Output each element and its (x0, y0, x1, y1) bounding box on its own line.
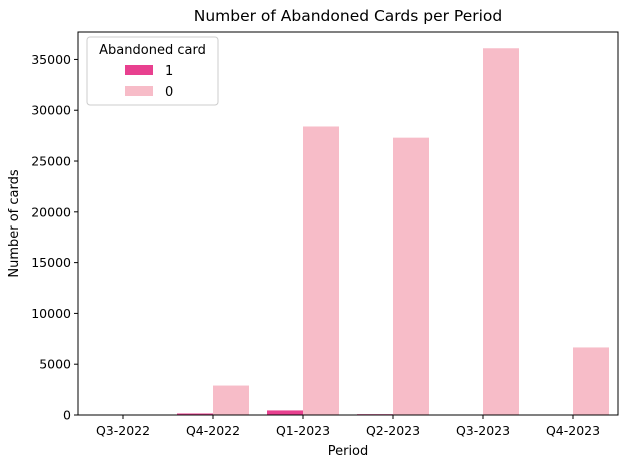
bar-Q1-2023-series-0 (303, 126, 339, 415)
y-axis-label: Number of cards (7, 169, 22, 277)
bar-Q4-2022-series-1 (177, 413, 213, 415)
y-tick-label: 0 (63, 408, 71, 423)
y-tick-label: 35000 (31, 52, 71, 67)
x-tick-label: Q4-2023 (546, 423, 600, 438)
y-tick-label: 20000 (31, 204, 71, 219)
chart-title: Number of Abandoned Cards per Period (194, 7, 503, 25)
x-tick-label: Q3-2022 (96, 423, 150, 438)
bars-group (177, 48, 609, 416)
y-tick-label: 10000 (31, 306, 71, 321)
bar-Q2-2023-series-0 (393, 137, 429, 416)
axes-group (77, 31, 619, 416)
y-tick-label: 5000 (39, 357, 71, 372)
legend-title: Abandoned card (99, 43, 206, 58)
legend-label-0: 0 (165, 85, 173, 100)
plot-frame (77, 31, 619, 416)
x-tick-label: Q3-2023 (456, 423, 510, 438)
x-tick-label: Q1-2023 (276, 423, 330, 438)
legend-label-1: 1 (165, 64, 173, 79)
legend: Abandoned card 1 0 (86, 36, 219, 106)
bar-Q3-2023-series-0 (483, 48, 519, 416)
x-tick-label: Q4-2022 (186, 423, 240, 438)
legend-swatch-0 (125, 86, 153, 96)
y-tick-label: 25000 (31, 154, 71, 169)
x-axis-label: Period (328, 444, 369, 459)
bar-Q4-2023-series-0 (573, 347, 609, 415)
ticks-group: 0 5000 10000 15000 20000 25000 30000 35000 Q3-20… (31, 52, 600, 438)
bar-Q1-2023-series-1 (267, 410, 303, 415)
bar-Q4-2022-series-0 (213, 385, 249, 415)
legend-swatch-1 (125, 65, 153, 75)
y-tick-label: 30000 (31, 103, 71, 118)
x-tick-label: Q2-2023 (366, 423, 420, 438)
y-tick-label: 15000 (31, 255, 71, 270)
